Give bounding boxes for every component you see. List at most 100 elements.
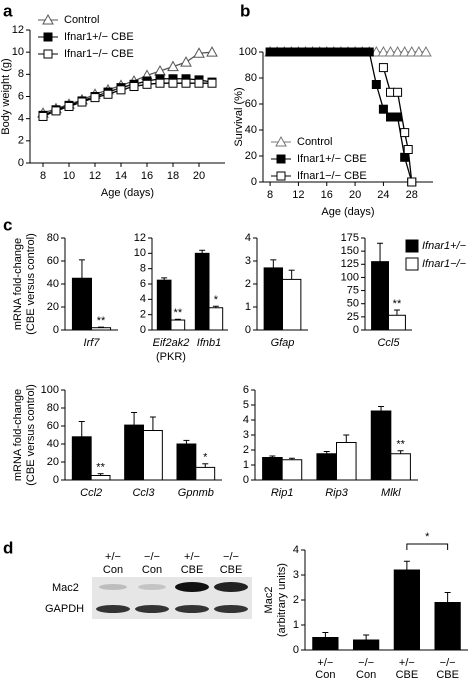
significance: * xyxy=(203,452,208,464)
x-tick-label: 14 xyxy=(115,170,127,182)
marker xyxy=(398,45,411,57)
x-tick-label: 24 xyxy=(377,189,389,201)
y-tick-label: 10 xyxy=(134,247,146,259)
category-label: Ccl5 xyxy=(377,337,400,349)
category-label: Ccl3 xyxy=(132,487,155,499)
bar xyxy=(143,430,163,481)
y-tick-label: 150 xyxy=(341,245,359,257)
marker xyxy=(168,78,178,88)
blot-column-label: −/− xyxy=(223,551,239,563)
y-tick-label: 125 xyxy=(341,258,359,270)
x-axis-title: Age (days) xyxy=(101,187,154,199)
legend-label: Ifnar1+/− CBE xyxy=(64,31,134,43)
y-tick-label: 0 xyxy=(251,176,257,188)
category-label: Irf7 xyxy=(84,337,101,349)
panel-label: a xyxy=(3,1,13,20)
blot-band xyxy=(135,605,169,613)
bar xyxy=(71,277,92,331)
marker xyxy=(155,78,165,88)
y-tick-label: 6 xyxy=(140,278,146,290)
y-tick-label: 0 xyxy=(18,157,24,169)
category-label: +/− xyxy=(317,657,333,669)
significance: * xyxy=(214,294,219,306)
category-label: Ccl2 xyxy=(80,487,102,499)
marker xyxy=(206,46,218,57)
y-tick-label: 3 xyxy=(245,255,251,267)
x-tick-label: 12 xyxy=(89,170,101,182)
y-tick-label: 6 xyxy=(18,90,24,102)
y-tick-label: 5 xyxy=(243,399,249,411)
marker xyxy=(405,45,418,57)
marker xyxy=(154,64,166,76)
y-tick-label: 0 xyxy=(53,324,59,336)
legend-swatch xyxy=(405,257,419,271)
bar xyxy=(124,424,145,481)
bar xyxy=(370,410,392,481)
bar xyxy=(393,569,421,651)
blot-column-label: Con xyxy=(103,564,123,576)
bar xyxy=(336,442,357,481)
marker xyxy=(51,106,61,116)
x-tick-label: 18 xyxy=(167,170,179,182)
y-tick-label: 8 xyxy=(18,68,24,80)
category-label: Ifnb1 xyxy=(197,337,221,349)
y-tick-label: 1 xyxy=(243,459,249,471)
y-tick-label: 175 xyxy=(341,232,359,244)
marker xyxy=(180,56,192,67)
bar xyxy=(208,307,224,331)
legend-marker xyxy=(43,32,53,42)
legend-label: Ifnar1+/− CBE xyxy=(297,153,367,165)
blot-column-label: CBE xyxy=(181,564,204,576)
y-tick-label: 40 xyxy=(47,278,59,290)
legend-label: Ifnar1+/− xyxy=(422,240,467,252)
y-tick-label: 50 xyxy=(347,298,359,310)
blot-column-label: Con xyxy=(142,564,162,576)
blot-column-label: +/− xyxy=(184,551,200,563)
marker xyxy=(103,89,113,99)
y-tick-label: 2 xyxy=(293,594,299,606)
marker xyxy=(370,45,383,57)
y-tick-label: 12 xyxy=(12,24,24,36)
panel-label: b xyxy=(240,1,250,20)
bar xyxy=(316,453,338,481)
marker xyxy=(129,82,139,92)
y-axis-title: (CBE versus control) xyxy=(25,233,37,334)
y-tick-label: 80 xyxy=(245,72,257,84)
y-tick-label: 20 xyxy=(47,301,59,313)
category-label: −/− xyxy=(440,657,456,669)
y-tick-label: 20 xyxy=(47,456,59,468)
marker xyxy=(400,128,410,138)
y-tick-label: 12 xyxy=(134,232,146,244)
y-tick-label: 4 xyxy=(140,293,146,305)
y-tick-label: 0 xyxy=(140,324,146,336)
bar xyxy=(388,314,406,331)
marker xyxy=(90,93,100,103)
blot-band xyxy=(214,582,248,592)
blot-column-label: −/− xyxy=(144,551,160,563)
y-tick-label: 4 xyxy=(293,544,299,556)
y-axis-title: Survival (%) xyxy=(233,87,245,146)
legend-swatch xyxy=(405,239,419,253)
y-tick-label: 10 xyxy=(12,46,24,58)
y-tick-label: 1 xyxy=(293,619,299,631)
significance: * xyxy=(425,531,430,543)
marker xyxy=(193,47,205,58)
y-tick-label: 3 xyxy=(243,429,249,441)
y-tick-label: 4 xyxy=(243,414,249,426)
y-tick-label: 75 xyxy=(347,284,359,296)
significance: ** xyxy=(174,307,183,319)
y-tick-label: 2 xyxy=(18,135,24,147)
legend-marker xyxy=(276,171,286,181)
y-tick-label: 25 xyxy=(347,311,359,323)
y-tick-label: 4 xyxy=(245,232,251,244)
marker xyxy=(181,78,191,88)
bar xyxy=(282,278,302,331)
y-tick-label: 6 xyxy=(243,384,249,396)
category-label: +/− xyxy=(399,657,415,669)
marker xyxy=(378,104,388,114)
y-axis-title: Body weight (g) xyxy=(0,58,12,134)
marker xyxy=(207,78,217,88)
y-tick-label: 2 xyxy=(140,309,146,321)
bar xyxy=(71,436,92,481)
y-tick-label: 0 xyxy=(53,474,59,486)
